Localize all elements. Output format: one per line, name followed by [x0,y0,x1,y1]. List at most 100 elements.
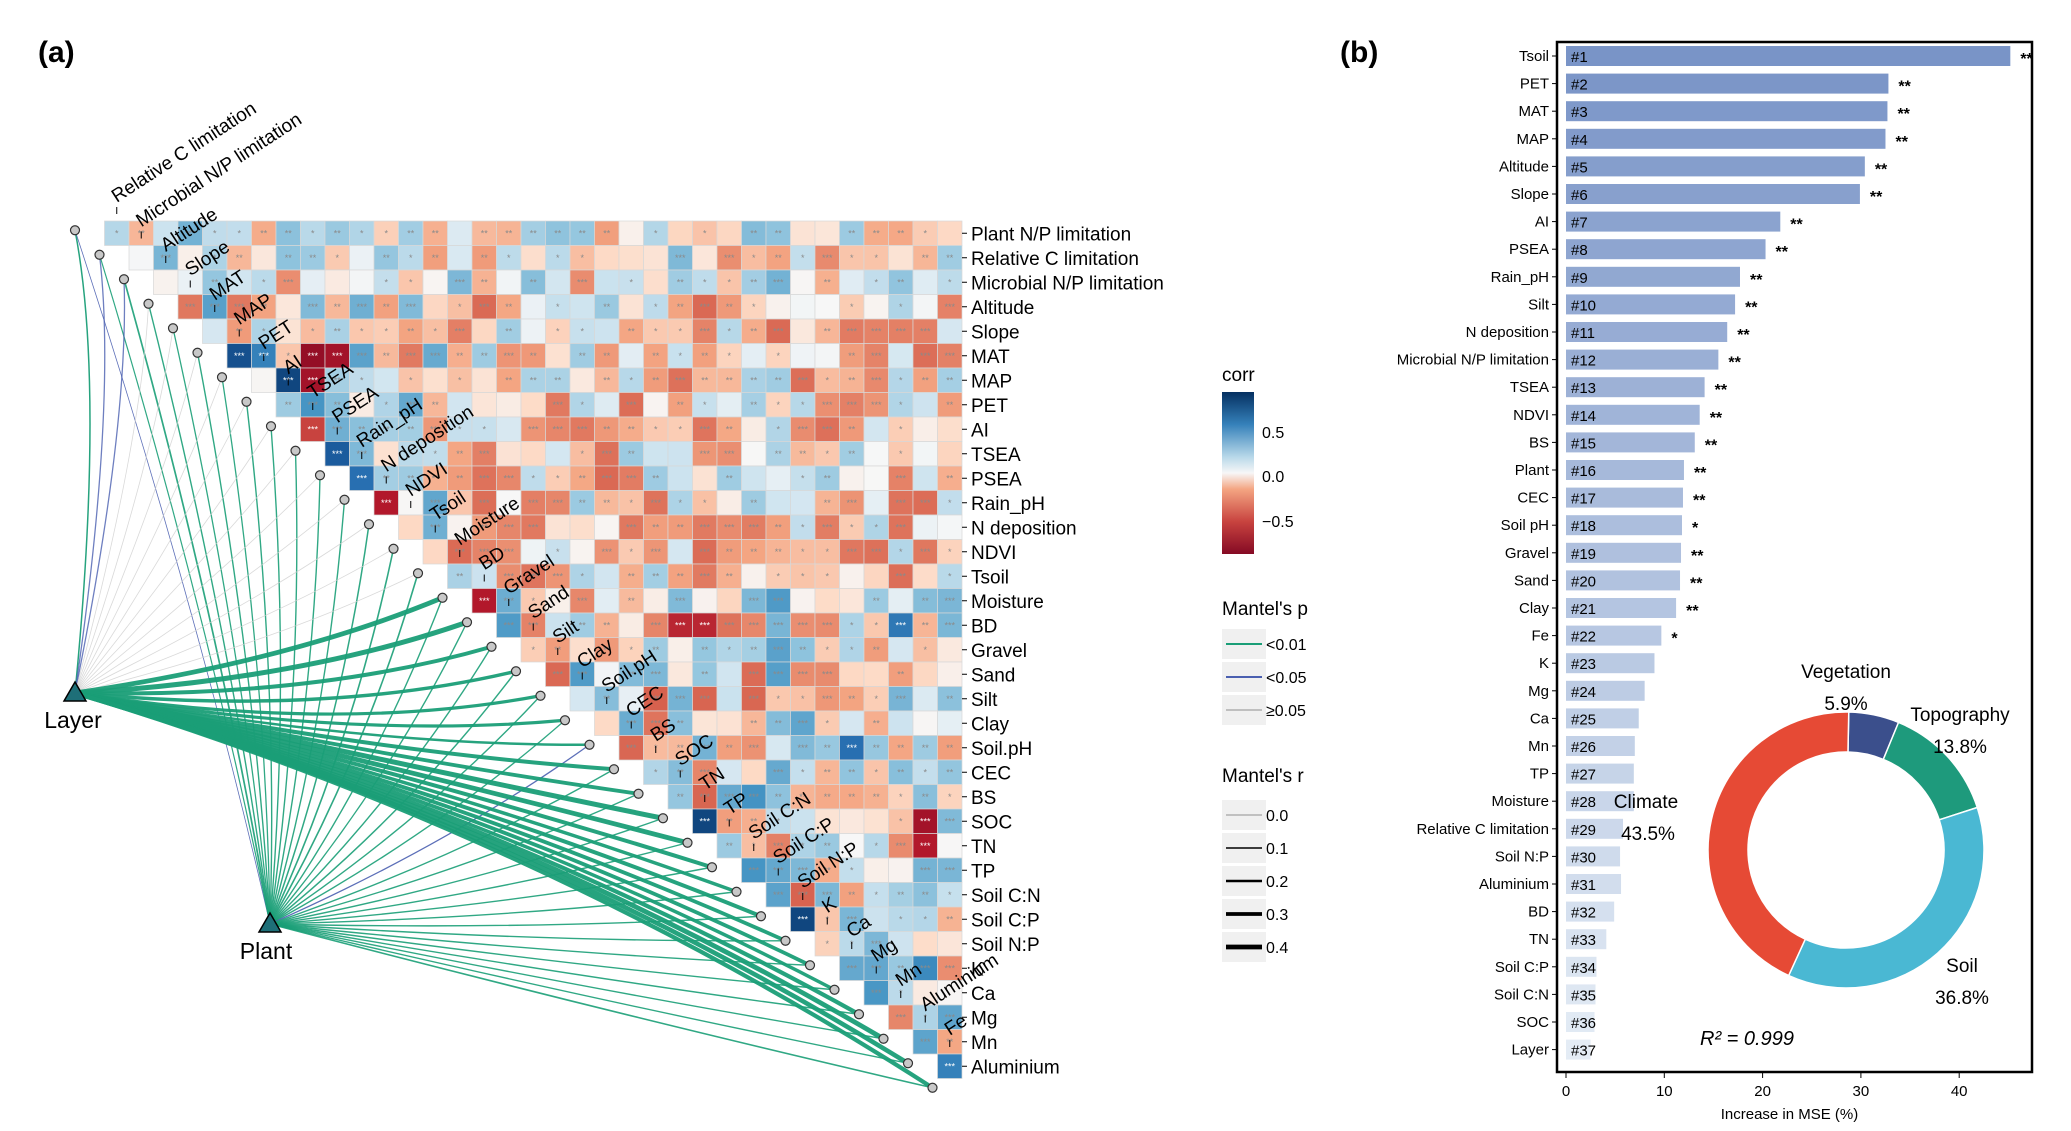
bar-rank-label: #10 [1571,297,1596,314]
heatmap-significance: *** [479,498,490,508]
heatmap-significance: *** [699,816,710,826]
mantel-link-layer-fe [74,690,934,1090]
heatmap-significance: *** [773,890,784,900]
heatmap-significance: *** [822,669,833,679]
heatmap-cell-slope-soil-n-p [790,318,816,344]
heatmap-significance: ** [260,302,268,312]
heatmap-significance: *** [479,449,490,459]
heatmap-significance: ** [652,375,660,385]
heatmap-cell-microbial-n-p-limitation-silt [545,269,571,295]
heatmap-significance: ** [946,767,954,777]
heatmap-significance: * [629,375,633,385]
bar-clay [1566,598,1677,618]
heatmap-cell-relative-c-limitation-soil-c-p [765,245,791,271]
heatmap-significance: * [703,498,707,508]
heatmap-cell-relative-c-limitation-tsoil [422,245,448,271]
heatmap-significance: *** [675,620,686,630]
heatmap-significance: ** [432,228,440,238]
heatmap-cell-ndvi-tsoil [422,539,448,565]
variable-node-soc [657,813,669,824]
heatmap-significance: * [262,277,266,287]
bar-rank-label: #18 [1571,518,1596,535]
heatmap-cell-bd-bs [643,612,669,638]
heatmap-significance: *** [846,914,857,924]
heatmap-cell-map-clay [569,367,595,393]
heatmap-significance: * [899,400,903,410]
heatmap-cell-soil-ph-tp [716,735,742,761]
heatmap-significance: ** [848,375,856,385]
heatmap-significance: ** [750,645,758,655]
row-label-ai: AI [971,420,989,441]
heatmap-cell-soc-ca [839,808,865,834]
heatmap-cell-relative-c-limitation-tp [716,245,742,271]
bar-gravel [1566,542,1682,563]
bar-category-label-silt: Silt [1528,296,1550,313]
heatmap-cell-psea-soil-c-p [765,465,791,491]
heatmap-cell-moisture-ca [839,588,865,614]
heatmap-cell-slope-sand [520,318,546,344]
heatmap-cell-mat-soil-c-n [741,343,767,369]
heatmap-significance: ** [824,865,832,875]
heatmap-significance: *** [699,571,710,581]
heatmap-cell-pet-n-deposition [373,392,399,418]
heatmap-cell-tsoil-cec [618,563,644,589]
heatmap-cell-microbial-n-p-limitation-k [814,269,840,295]
mantel-link-layer-relative-c-limitation [74,254,106,694]
heatmap-cell-soc-soil-c-n [741,808,767,834]
heatmap-significance: *** [307,351,318,361]
variable-node-tsoil [412,568,424,579]
heatmap-significance: ** [701,375,709,385]
variable-node-rain-ph [339,494,350,505]
heatmap-significance: * [384,228,388,238]
mantel-nodes: Layer Plant [44,225,938,1093]
heatmap-significance: * [286,351,290,361]
mantel-link-layer-pet [74,401,247,694]
bar-aluminium [1566,874,1622,894]
heatmap-significance: *** [577,277,588,287]
bar-relative-c-limitation [1566,818,1624,839]
heatmap-significance: *** [797,375,808,385]
heatmap-significance: * [948,571,952,581]
bar-significance: ** [1705,437,1718,454]
heatmap-significance: * [801,767,805,777]
bar-map [1566,128,1886,149]
heatmap-cell-bs-soil-c-p [765,784,791,810]
heatmap-cell-ndvi-sand [520,539,546,565]
heatmap-significance: ** [603,351,611,361]
heatmap-significance: *** [846,743,857,753]
heatmap-significance: *** [748,694,759,704]
heatmap-significance: ** [652,571,660,581]
heatmap-cell-slope-n-deposition [373,318,399,344]
mantel-source-layer-label: Layer [44,707,102,733]
heatmap-cell-ai-soil-n-p [790,416,816,442]
heatmap-cell-mat-cec [618,343,644,369]
heatmap-significance: ** [750,816,758,826]
heatmap-significance: * [629,277,633,287]
heatmap-significance: * [507,253,511,263]
heatmap-cell-rain-ph-cec [618,490,644,516]
bar-moisture [1566,791,1634,812]
heatmap-cell-sand-mg [863,661,889,687]
heatmap-significance: *** [528,498,539,508]
variable-node-soil-c-p [755,911,767,922]
bar-tsea [1566,377,1705,398]
heatmap-cell-relative-c-limitation-slope [177,245,203,271]
heatmap-cell-tsea-mg [863,441,889,467]
bar-category-label-sand: Sand [1514,572,1549,589]
mantel-link-plant-mat [196,352,271,925]
heatmap-cell-slope-silt [545,318,571,344]
heatmap-significance: ** [726,571,734,581]
heatmap-cell-moisture-soc [667,588,693,614]
bar-category-label-mg: Mg [1528,683,1549,700]
heatmap-cell-soil-ph-cec [618,735,644,761]
heatmap-significance: * [384,326,388,336]
heatmap-cell-relative-c-limitation-ca [839,245,865,271]
heatmap-cell-silt-mg [863,686,889,712]
bar-significance: ** [1690,575,1703,592]
heatmap-significance: ** [628,326,636,336]
heatmap-significance: *** [773,620,784,630]
heatmap-cell-altitude-clay [569,294,595,320]
heatmap-cell-n-deposition-soil-n-p [790,514,816,540]
heatmap-significance: * [433,326,437,336]
heatmap-significance: *** [920,547,931,557]
